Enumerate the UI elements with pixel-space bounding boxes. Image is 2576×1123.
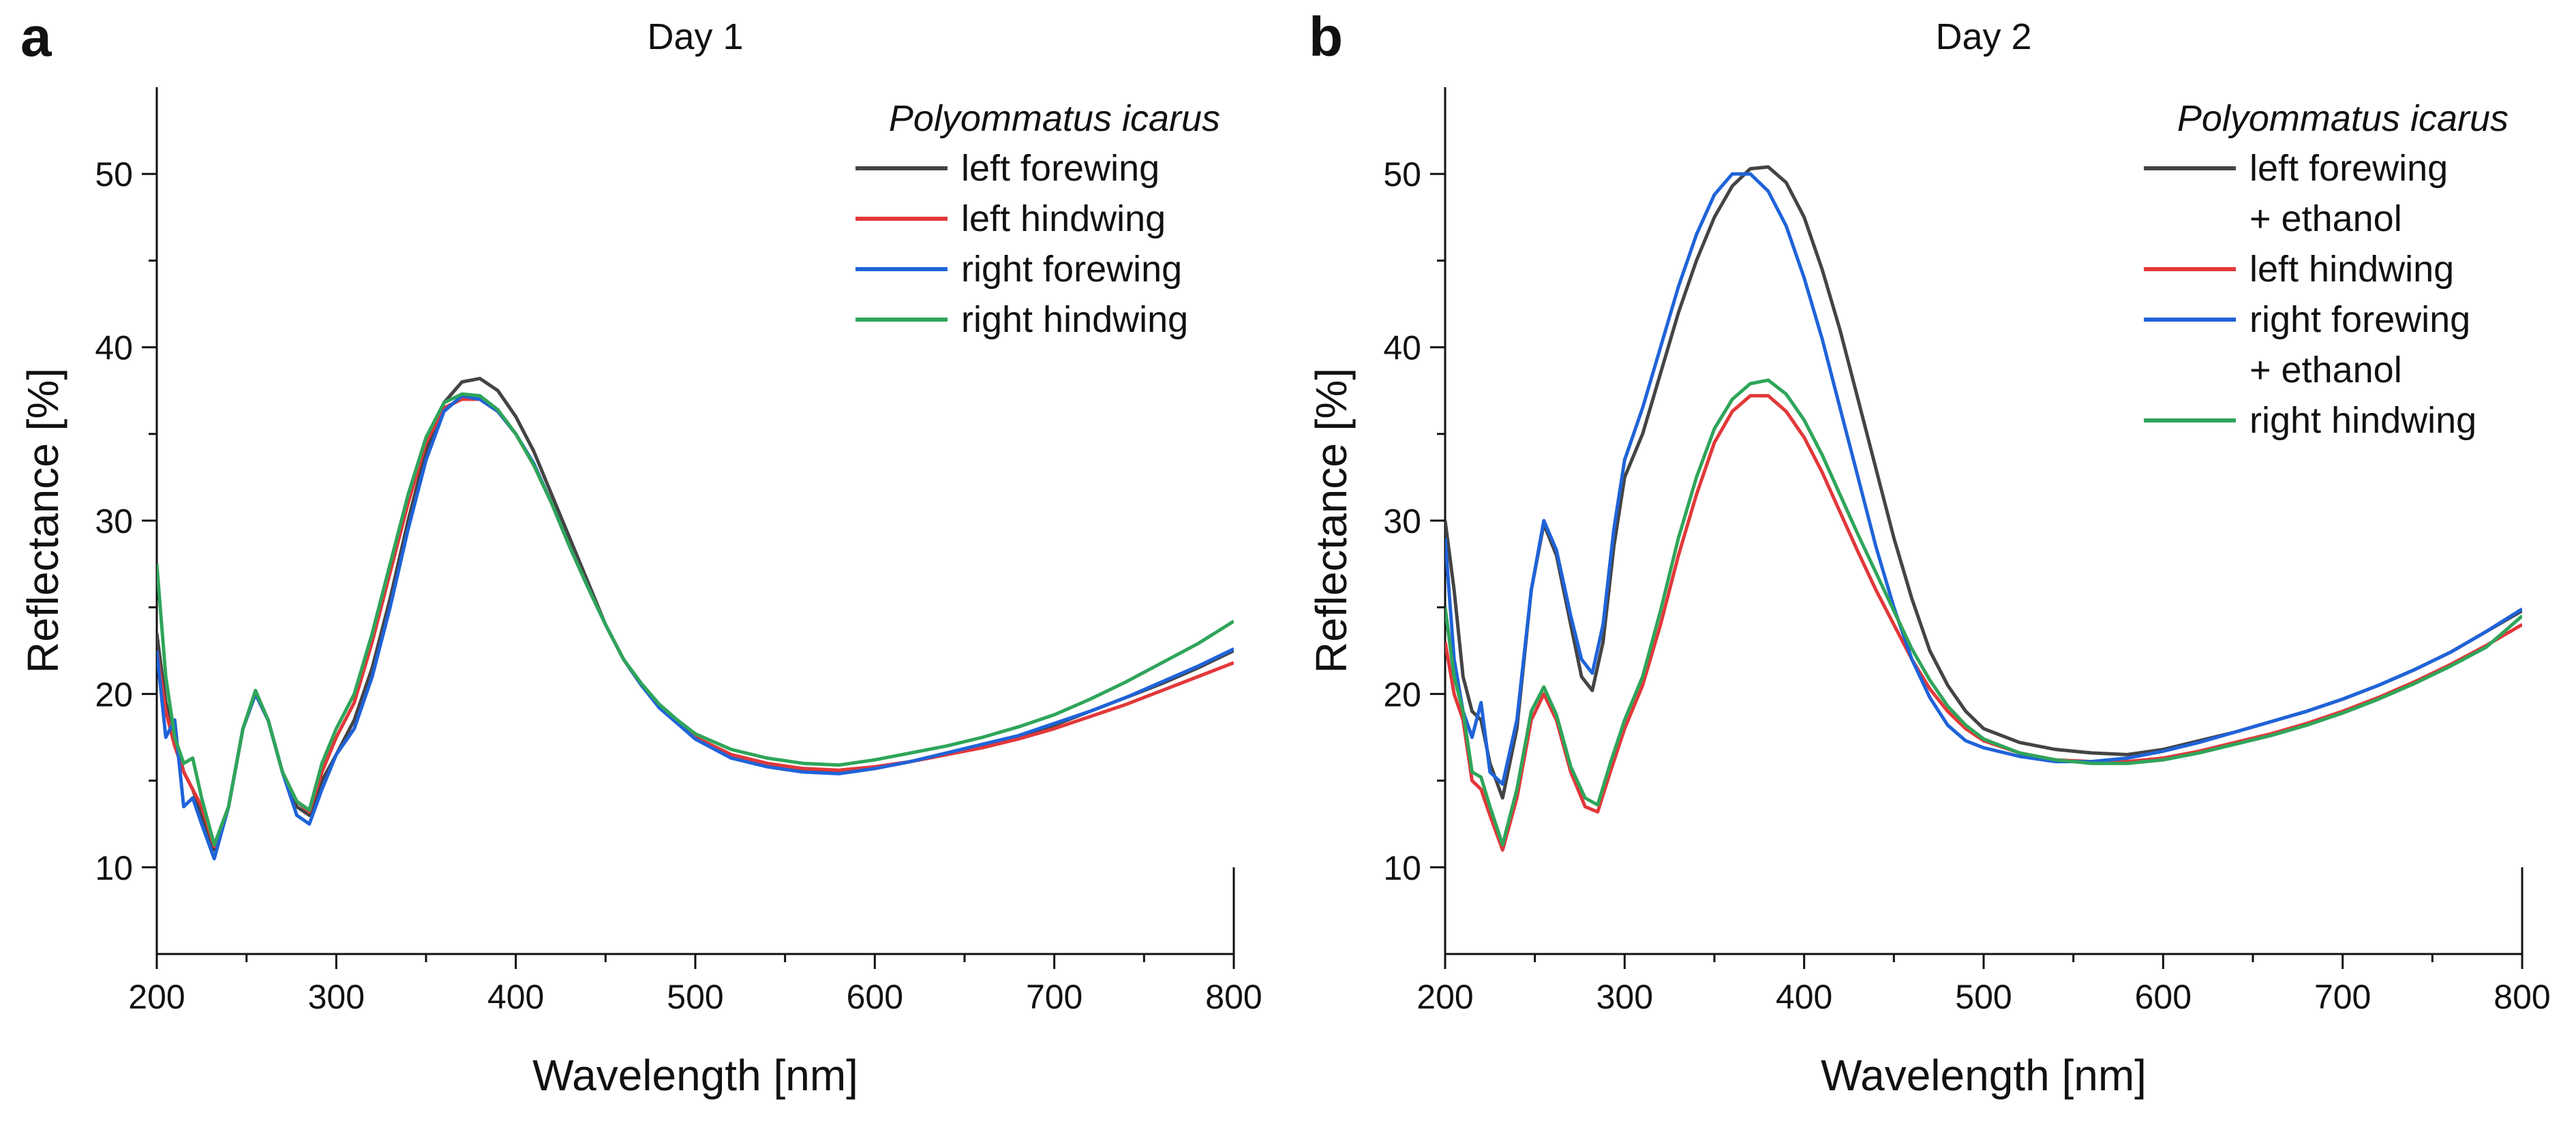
legend-label: + ethanol bbox=[2249, 350, 2402, 390]
panel-label: a bbox=[20, 6, 52, 68]
legend-item: right hindwing bbox=[2144, 400, 2476, 441]
x-tick-label: 400 bbox=[487, 978, 544, 1016]
y-tick-label: 30 bbox=[95, 502, 133, 540]
x-tick-label: 500 bbox=[667, 978, 723, 1016]
legend-item: right forewing + ethanol bbox=[2144, 299, 2470, 390]
legend-item: left hindwing bbox=[855, 198, 1166, 239]
legend-item: right forewing bbox=[855, 249, 1182, 290]
legend-title: Polyommatus icarus bbox=[2177, 98, 2509, 139]
x-tick-label: 300 bbox=[308, 978, 365, 1016]
y-tick-label: 10 bbox=[1383, 849, 1421, 887]
legend-label: right hindwing bbox=[2249, 400, 2476, 441]
x-tick-label: 800 bbox=[1205, 978, 1262, 1016]
legend-label: right hindwing bbox=[961, 299, 1188, 340]
y-tick-label: 30 bbox=[1383, 502, 1421, 540]
x-tick-label: 700 bbox=[1026, 978, 1082, 1016]
y-axis-label: Reflectance [%] bbox=[18, 368, 67, 673]
legend-label: left forewing bbox=[961, 148, 1160, 189]
chart-title: Day 2 bbox=[1935, 16, 2031, 57]
series-line-right-forewing-ethanol bbox=[1445, 172, 2522, 786]
y-tick-label: 50 bbox=[1383, 155, 1421, 194]
legend-item: left forewing + ethanol bbox=[2144, 148, 2448, 239]
y-tick-label: 40 bbox=[1383, 329, 1421, 367]
x-tick-label: 700 bbox=[2314, 978, 2371, 1016]
y-tick-label: 20 bbox=[1383, 675, 1421, 713]
x-tick-label: 300 bbox=[1596, 978, 1653, 1016]
x-tick-label: 600 bbox=[2135, 978, 2192, 1016]
series-line-right-hindwing bbox=[1445, 378, 2522, 847]
legend-item: left forewing bbox=[855, 148, 1160, 189]
x-axis-label: Wavelength [nm] bbox=[532, 1051, 858, 1100]
legend-label: right forewing bbox=[961, 249, 1182, 290]
chart-panel-a: a Day 1 200 300 400 500 600 700 800 10 20 30 40 50 Wav… bbox=[18, 6, 1262, 1100]
y-tick-label: 40 bbox=[95, 329, 133, 367]
legend-label: + ethanol bbox=[2249, 198, 2402, 239]
legend-title: Polyommatus icarus bbox=[889, 98, 1220, 139]
x-tick-label: 400 bbox=[1776, 978, 1832, 1016]
series-line-right-hindwing bbox=[157, 392, 1234, 847]
y-tick-label: 10 bbox=[95, 849, 133, 887]
x-tick-label: 200 bbox=[128, 978, 185, 1016]
x-tick-label: 800 bbox=[2494, 978, 2550, 1016]
chart-panel-b: b Day 2 200 300 400 500 600 700 800 10 20 30 40 50 Wav… bbox=[1307, 6, 2551, 1100]
panel-label: b bbox=[1309, 6, 1343, 68]
y-tick-label: 50 bbox=[95, 155, 133, 194]
y-axis-label: Reflectance [%] bbox=[1307, 368, 1356, 673]
legend-item: right hindwing bbox=[855, 299, 1188, 340]
legend-item: left hindwing bbox=[2144, 249, 2454, 290]
legend-label: left hindwing bbox=[2249, 249, 2454, 290]
x-axis-label: Wavelength [nm] bbox=[1821, 1051, 2147, 1100]
legend-label: right forewing bbox=[2249, 299, 2470, 340]
x-tick-label: 500 bbox=[1955, 978, 2012, 1016]
y-tick-label: 20 bbox=[95, 675, 133, 713]
chart-title: Day 1 bbox=[647, 16, 743, 57]
legend-label: left forewing bbox=[2249, 148, 2448, 189]
x-tick-label: 600 bbox=[847, 978, 903, 1016]
x-tick-label: 200 bbox=[1416, 978, 1473, 1016]
legend-label: left hindwing bbox=[961, 198, 1166, 239]
